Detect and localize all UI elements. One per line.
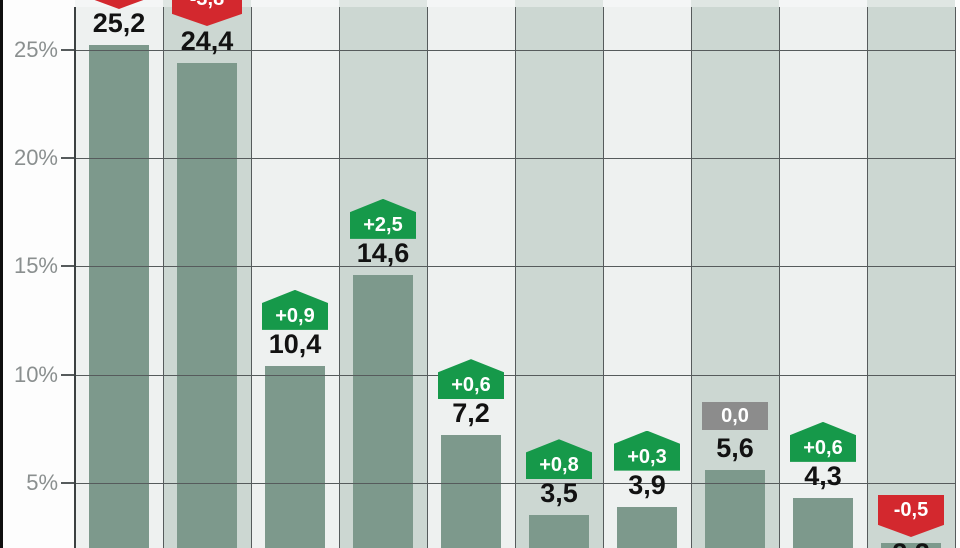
bar (705, 469, 765, 548)
bar-value-label: 25,2 (92, 8, 146, 39)
column-divider (339, 7, 340, 548)
y-axis-label: 5% (26, 470, 58, 495)
bar (617, 506, 677, 548)
bar (793, 497, 853, 548)
y-axis-tick (61, 482, 75, 484)
bar-value-label: 10,4 (268, 328, 322, 359)
y-axis-tick (61, 265, 75, 267)
y-axis-tick (61, 49, 75, 51)
column-divider (779, 7, 780, 548)
y-axis-label: 25% (13, 37, 58, 62)
column-band (691, 0, 779, 548)
change-badge-label: +2,5 (363, 213, 403, 236)
y-axis-label: 15% (13, 253, 58, 278)
change-badge-down (86, 0, 152, 9)
change-badge-label: -3,8 (172, 0, 242, 14)
bar-value-label: 3,9 (628, 469, 666, 500)
column-divider (515, 7, 516, 548)
left-frame-border (0, 0, 3, 548)
change-badge-label: +0,6 (803, 436, 843, 459)
column-divider (955, 7, 956, 548)
bar-value-label: 4,3 (804, 460, 842, 491)
change-badge-label: -0,5 (893, 499, 929, 521)
column-divider (867, 7, 868, 548)
bar-value-label: 5,6 (716, 432, 754, 463)
y-axis-label: 10% (13, 362, 58, 387)
column-divider (603, 7, 604, 548)
bar (89, 45, 149, 548)
bar-value-label: 14,6 (356, 237, 410, 268)
column-divider (427, 7, 428, 548)
plot-top-margin (75, 0, 955, 7)
change-badge-label: +0,6 (451, 374, 491, 397)
bar-value-label: 24,4 (180, 25, 234, 56)
change-badge-label: +0,9 (275, 304, 315, 327)
bar (265, 365, 325, 548)
column-divider (251, 7, 252, 548)
change-badge-label: +0,8 (539, 454, 579, 477)
bar-value-label: 2,2 (867, 537, 955, 548)
column-divider (163, 7, 164, 548)
change-badge-label: +0,3 (627, 445, 667, 468)
y-axis-tick (61, 157, 75, 159)
column-band (867, 0, 955, 548)
plot-left-border (74, 7, 76, 548)
bar (441, 435, 501, 548)
bar (353, 274, 413, 548)
bar (177, 62, 237, 548)
change-badge-flat: 0,0 (702, 401, 768, 430)
column-divider (691, 7, 692, 548)
bar-value-label: 3,5 (540, 478, 578, 509)
y-axis-tick (61, 374, 75, 376)
bar (881, 543, 941, 548)
change-badge-label: 0,0 (721, 404, 749, 427)
bar-value-label: 7,2 (452, 398, 490, 429)
bar (529, 515, 589, 548)
y-axis-label: 20% (13, 145, 58, 170)
